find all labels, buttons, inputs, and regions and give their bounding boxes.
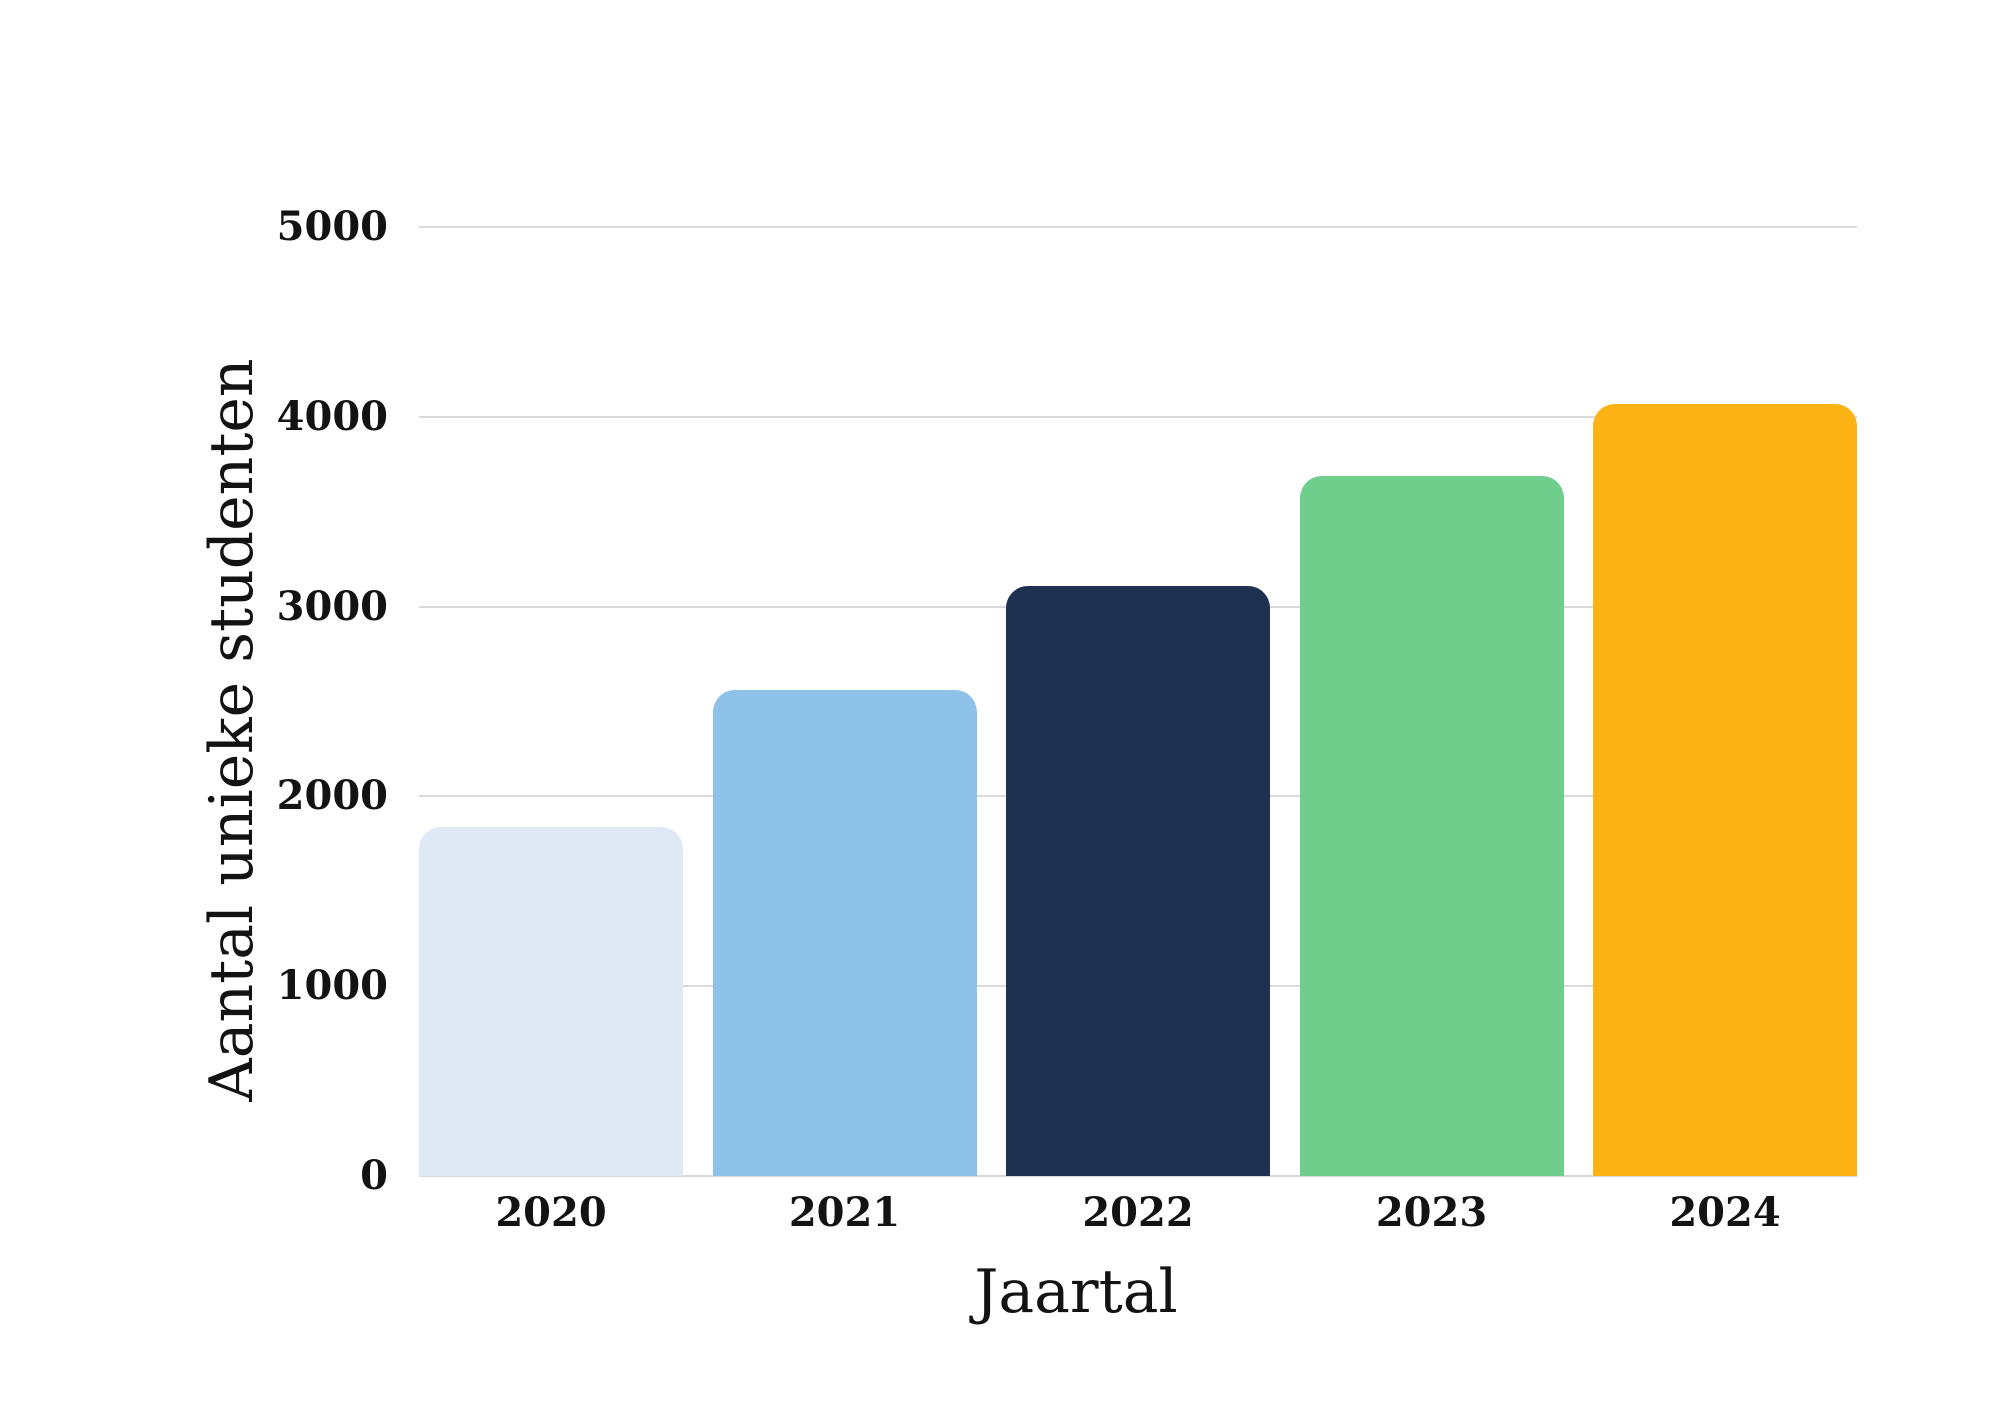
x-tick-label-2021: 2021: [788, 1189, 901, 1236]
y-tick-label-1000: 1000: [276, 962, 388, 1010]
gridline-0: [419, 1175, 1857, 1177]
y-tick-label-3000: 3000: [276, 582, 388, 630]
gridline-4000: [419, 415, 1857, 418]
y-tick-label-5000: 5000: [276, 203, 388, 250]
gridline-5000: [419, 226, 1857, 228]
bar-2022: [1006, 586, 1270, 1176]
x-tick-label-2022: 2022: [1082, 1189, 1194, 1236]
y-tick-label-2000: 2000: [276, 772, 388, 820]
bar-2020: [419, 827, 683, 1176]
x-tick-label-2020: 2020: [495, 1189, 607, 1236]
x-tick-label-2023: 2023: [1375, 1189, 1488, 1236]
x-tick-label-2024: 2024: [1669, 1189, 1781, 1236]
x-axis-title: Jaartal: [974, 1257, 1178, 1327]
y-axis-title: Aantal unieke studenten: [197, 358, 267, 1102]
plot-area: [419, 226, 1857, 1177]
bars-row: [419, 227, 1857, 1176]
bar-2024: [1593, 404, 1857, 1176]
x-axis-tick-labels: 2020 2021 2022 2023 2024: [419, 1190, 1857, 1236]
bar-2021: [712, 690, 977, 1176]
y-tick-label-4000: 4000: [276, 392, 388, 440]
y-tick-label-0: 0: [360, 1152, 388, 1199]
bar-2023: [1299, 476, 1564, 1176]
